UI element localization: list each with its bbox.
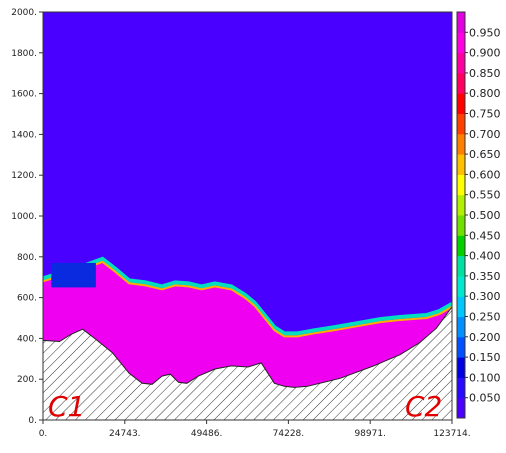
colorbar-segment xyxy=(457,397,465,419)
x-axis: 0. 24743. 49486. 74228. 98971. 123714. xyxy=(39,420,471,439)
colorbar-label: 0.300 xyxy=(469,290,501,303)
colorbar-segment xyxy=(457,235,465,257)
colorbar-segment xyxy=(457,174,465,196)
colorbar-label: 0.550 xyxy=(469,189,501,202)
colorbar-label: 0.700 xyxy=(469,128,501,141)
colorbar-segment xyxy=(457,215,465,236)
colorbar-label: 0.450 xyxy=(469,229,501,242)
x-tick-label: 123714. xyxy=(433,429,470,439)
colorbar-label: 0.050 xyxy=(469,392,501,405)
colorbar-label: 0.350 xyxy=(469,270,501,283)
colorbar-segment xyxy=(457,336,465,358)
y-tick-label: 400. xyxy=(17,334,37,344)
y-tick-label: 0. xyxy=(28,416,37,426)
colorbar-label: 0.400 xyxy=(469,250,501,263)
annotation-c1: C1 xyxy=(48,390,85,423)
y-axis: 0. 200. 400. 600. 800. 1000. 1200. 1400. 1600. 18… xyxy=(11,8,43,426)
colorbar-segment xyxy=(457,113,465,135)
x-tick-label: 49486. xyxy=(191,429,223,439)
colorbar-label: 0.900 xyxy=(469,47,501,60)
colorbar-segment xyxy=(457,133,465,155)
y-tick-label: 1800. xyxy=(11,49,37,59)
colorbar-segment xyxy=(457,93,465,114)
annotation-c2: C2 xyxy=(405,390,442,423)
colorbar-label: 0.650 xyxy=(469,148,501,161)
colorbar-label: 0.850 xyxy=(469,67,501,80)
y-tick-label: 2000. xyxy=(11,8,37,18)
colorbar-label: 0.800 xyxy=(469,87,501,100)
upper-layer-region xyxy=(43,261,452,388)
colorbar-label: 0.750 xyxy=(469,108,501,121)
y-tick-label: 1600. xyxy=(11,90,37,100)
colorbar-segment xyxy=(457,52,465,74)
colorbar-segment xyxy=(457,32,465,54)
y-tick-label: 200. xyxy=(17,375,37,385)
y-tick-label: 600. xyxy=(17,294,37,304)
x-tick-label: 98971. xyxy=(354,429,386,439)
upper-left-feature xyxy=(51,262,96,288)
interface-band-inner xyxy=(43,260,452,338)
terrain-hatched xyxy=(43,305,452,420)
colorbar-label: 0.100 xyxy=(469,371,501,384)
x-tick-label: 74228. xyxy=(273,429,305,439)
interface-band xyxy=(43,256,452,336)
colorbar-segment xyxy=(457,255,465,277)
colorbar-segment xyxy=(457,275,465,297)
colorbar-segment xyxy=(457,377,465,399)
colorbar-label: 0.200 xyxy=(469,331,501,344)
y-tick-label: 1200. xyxy=(11,171,37,181)
y-tick-label: 800. xyxy=(17,253,37,263)
colorbar-segment xyxy=(457,357,465,378)
colorbar-segment xyxy=(457,296,465,317)
colorbar-label: 0.150 xyxy=(469,351,501,364)
colorbar-segment xyxy=(457,154,465,175)
y-tick-label: 1000. xyxy=(11,212,37,222)
plot-area xyxy=(43,12,452,420)
colorbar-segment xyxy=(457,12,465,33)
x-tick-label: 0. xyxy=(39,429,48,439)
colorbar-segment xyxy=(457,316,465,338)
colorbar-label: 0.950 xyxy=(469,26,501,39)
colorbar-label: 0.600 xyxy=(469,168,501,181)
colorbar-label: 0.250 xyxy=(469,311,501,324)
colorbar: 0.050 0.100 0.150 0.200 0.250 0.300 0.350 0.400… xyxy=(456,11,501,419)
colorbar-label: 0.500 xyxy=(469,209,501,222)
x-tick-label: 24743. xyxy=(109,429,141,439)
colorbar-segment xyxy=(457,72,465,94)
y-tick-label: 1400. xyxy=(11,130,37,140)
colorbar-segment xyxy=(457,194,465,216)
